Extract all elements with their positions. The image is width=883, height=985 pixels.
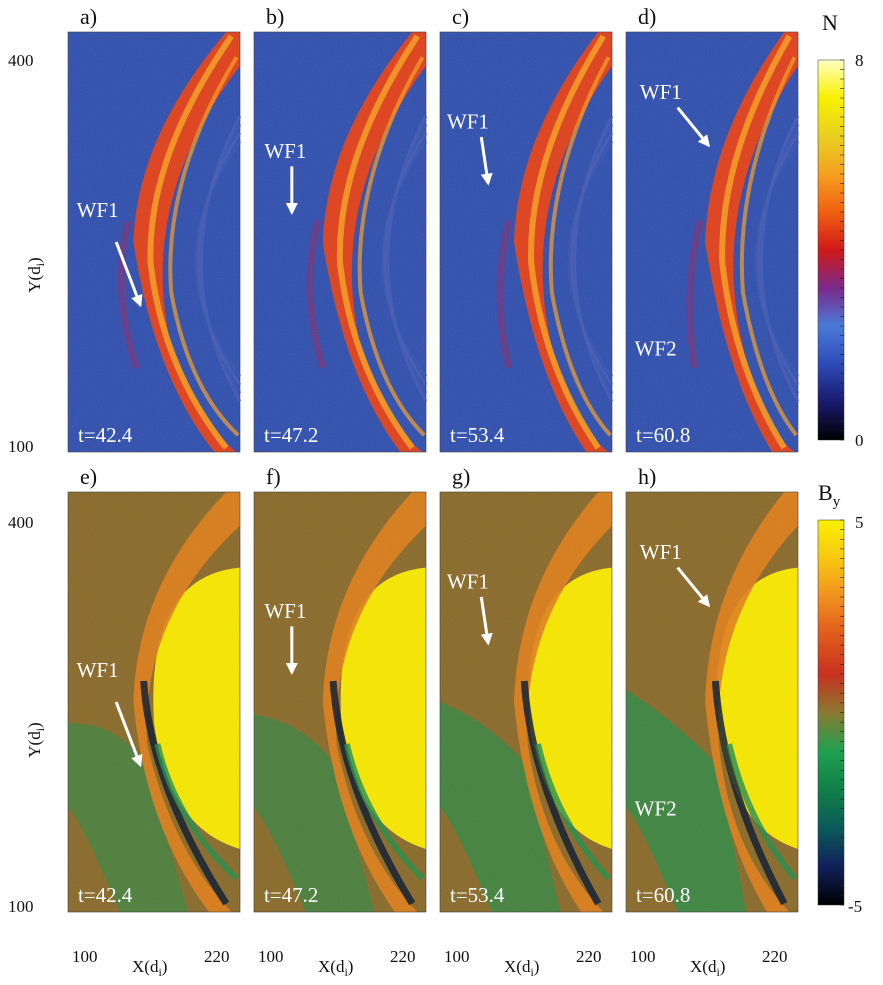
- time-label: t=60.8: [636, 423, 690, 447]
- wf1-arrow: [114, 241, 143, 308]
- panel-h: h) t=60.8 WF1 WF2: [625, 464, 799, 913]
- wf1-label: WF1: [447, 570, 489, 594]
- wf2-label: WF2: [635, 336, 677, 360]
- y-tick-bottom-row2: 100: [8, 897, 34, 916]
- y-axis-label-row2: Y(di): [25, 722, 47, 757]
- panel-e: e) t=42.4 WF1: [67, 464, 241, 913]
- panel-b: b) t=47.2 WF1: [253, 4, 428, 453]
- x-axis-labels: 100 220 X(di) 100 220 X(di) 100 220 X(di) 100 220 X…: [72, 947, 788, 979]
- x-tick-left: 100: [444, 947, 470, 966]
- panel-label: h): [638, 464, 656, 489]
- panel-frame: [67, 31, 241, 453]
- wf1-label: WF1: [640, 540, 682, 564]
- time-label: t=42.4: [78, 883, 133, 907]
- colorbar-density: N 8 0: [817, 10, 864, 450]
- time-label: t=42.4: [78, 423, 133, 447]
- panel-frame: [625, 31, 799, 453]
- time-label: t=60.8: [636, 883, 690, 907]
- wf1-arrow: [114, 701, 143, 768]
- panel-frame: [253, 31, 427, 453]
- y-tick-top-row2: 400: [8, 513, 34, 532]
- panel-frame: [439, 31, 613, 453]
- colorbar-max-density: 8: [855, 51, 864, 70]
- panel-g: g) t=53.4 WF1: [439, 464, 613, 913]
- x-tick-right: 220: [576, 947, 602, 966]
- colorbar-min-density: 0: [855, 431, 864, 450]
- row-by: 400 100 Y(di) e) t=42.4 WF1 f) t=47.2 WF1 g) t=…: [8, 464, 864, 916]
- x-axis-label: X(di): [504, 957, 539, 979]
- wf1-label: WF1: [264, 599, 306, 623]
- x-tick-right: 220: [390, 947, 416, 966]
- panel-texture: [68, 492, 240, 912]
- panel-a: a) t=42.4 WF1: [67, 4, 242, 453]
- panel-texture: [626, 492, 798, 912]
- x-tick-right: 220: [762, 947, 788, 966]
- wf1-label: WF1: [77, 658, 119, 682]
- wf1-label: WF1: [447, 110, 489, 134]
- panel-c: c) t=53.4 WF1: [439, 4, 614, 453]
- colorbar-title-density: N: [822, 10, 838, 35]
- time-label: t=47.2: [264, 423, 318, 447]
- panel-frame: [253, 491, 427, 913]
- panel-texture: [68, 32, 240, 452]
- x-tick-left: 100: [72, 947, 98, 966]
- wf1-label: WF1: [77, 198, 119, 222]
- x-tick-left: 100: [258, 947, 284, 966]
- time-label: t=53.4: [450, 423, 505, 447]
- wf1-arrow: [676, 106, 711, 148]
- panel-texture: [440, 32, 612, 452]
- time-label: t=47.2: [264, 883, 318, 907]
- y-tick-top-row1: 400: [8, 51, 34, 70]
- x-axis-label: X(di): [690, 957, 725, 979]
- wf1-arrow: [479, 136, 493, 186]
- colorbar-by: By 5 -5: [817, 480, 864, 916]
- time-label: t=53.4: [450, 883, 505, 907]
- wf1-arrow: [479, 596, 493, 646]
- x-tick-left: 100: [630, 947, 656, 966]
- wf1-arrow: [676, 566, 711, 608]
- panel-texture: [626, 32, 798, 452]
- panel-frame: [625, 491, 799, 913]
- x-tick-right: 220: [204, 947, 230, 966]
- panel-f: f) t=47.2 WF1: [253, 464, 427, 913]
- panel-frame: [67, 491, 241, 913]
- panel-label: d): [638, 4, 656, 29]
- row-density: 400 100 Y(di) a) t=42.4 WF1 b) t=47.2 WF1 c) t=…: [8, 4, 864, 456]
- y-tick-bottom-row1: 100: [8, 437, 34, 456]
- x-axis-label: X(di): [318, 957, 353, 979]
- panel-frame: [439, 491, 613, 913]
- x-axis-label: X(di): [132, 957, 167, 979]
- panel-label: c): [452, 4, 469, 29]
- colorbar-bar-by: [817, 519, 845, 906]
- panel-label: b): [266, 4, 284, 29]
- colorbar-max-by: 5: [855, 513, 864, 532]
- wf1-label: WF1: [264, 139, 306, 163]
- panel-label: e): [80, 464, 97, 489]
- panel-texture: [254, 32, 426, 452]
- colorbar-min-by: -5: [848, 897, 862, 916]
- wf1-label: WF1: [640, 80, 682, 104]
- panel-label: f): [266, 464, 281, 489]
- panel-label: g): [452, 464, 470, 489]
- colorbar-bar-density: [817, 59, 845, 441]
- wf2-label: WF2: [635, 796, 677, 820]
- panel-label: a): [80, 4, 97, 29]
- panel-d: d) t=60.8 WF1 WF2: [625, 4, 800, 453]
- panel-texture: [254, 492, 426, 912]
- colorbar-title-by: By: [818, 480, 841, 510]
- panel-texture: [440, 492, 612, 912]
- y-axis-label-row1: Y(di): [25, 257, 47, 292]
